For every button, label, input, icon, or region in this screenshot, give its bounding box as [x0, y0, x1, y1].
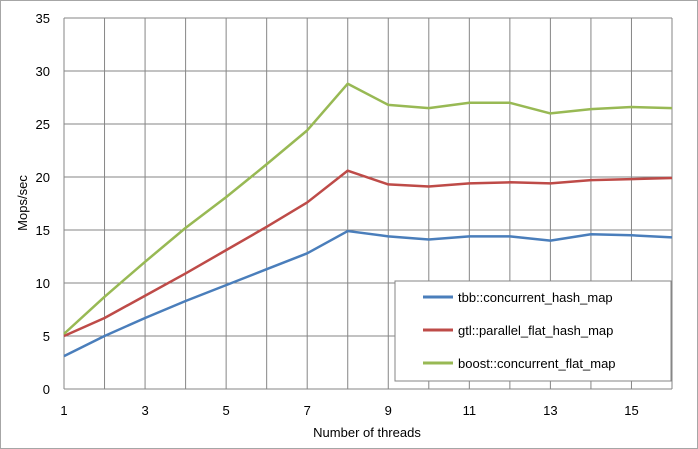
legend: tbb::concurrent_hash_mapgtl::parallel_fl…	[394, 280, 672, 382]
x-tick-label: 7	[304, 403, 311, 418]
legend-label: tbb::concurrent_hash_map	[458, 290, 613, 305]
series-lines	[63, 82, 673, 358]
x-tick-label: 1	[60, 403, 67, 418]
series-line-2	[63, 169, 673, 338]
y-tick-label: 5	[43, 329, 50, 344]
series-line-1	[63, 229, 673, 358]
y-tick-label: 15	[36, 223, 50, 238]
legend-label: boost::concurrent_flat_map	[458, 356, 616, 371]
y-tick-label: 10	[36, 276, 50, 291]
y-tick-label: 0	[43, 382, 50, 397]
y-tick-label: 20	[36, 170, 50, 185]
y-tick-label: 35	[36, 11, 50, 26]
x-tick-label: 5	[223, 403, 230, 418]
y-tick-label: 30	[36, 64, 50, 79]
x-tick-label: 9	[385, 403, 392, 418]
y-tick-label: 25	[36, 117, 50, 132]
x-tick-label: 3	[141, 403, 148, 418]
legend-label: gtl::parallel_flat_hash_map	[458, 323, 613, 338]
x-axis-label: Number of threads	[313, 425, 421, 440]
axes	[63, 18, 672, 390]
x-tick-label: 11	[463, 403, 477, 418]
series-line-3	[63, 82, 673, 335]
y-axis-label: Mops/sec	[15, 175, 30, 231]
x-tick-label: 15	[624, 403, 638, 418]
x-tick-label: 13	[543, 403, 557, 418]
